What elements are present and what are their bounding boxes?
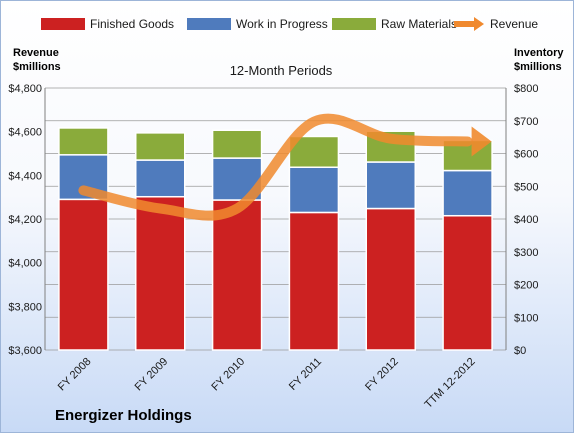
bar-finished-goods bbox=[135, 195, 186, 351]
left-axis-title-line1: Revenue bbox=[13, 47, 59, 59]
right-axis-title-line1: Inventory bbox=[514, 47, 564, 59]
right-tick-label: $800 bbox=[514, 83, 538, 95]
right-tick-label: $300 bbox=[514, 247, 538, 259]
right-tick-label: $600 bbox=[514, 149, 538, 161]
bar-work-in-progress bbox=[442, 169, 493, 217]
left-tick-label: $4,400 bbox=[8, 170, 42, 182]
right-axis-title-line2: $millions bbox=[514, 61, 562, 73]
left-axis-title-line2: $millions bbox=[13, 61, 61, 73]
right-tick-label: $700 bbox=[514, 116, 538, 128]
legend-swatch-work-in-progress bbox=[187, 18, 231, 30]
category-label: FY 2011 bbox=[287, 356, 324, 393]
right-tick-label: $400 bbox=[514, 214, 538, 226]
category-label: FY 2009 bbox=[133, 356, 171, 394]
legend-label-revenue: Revenue bbox=[490, 17, 538, 31]
category-label: FY 2012 bbox=[363, 356, 401, 394]
revenue-line bbox=[78, 113, 473, 221]
bar-work-in-progress bbox=[135, 159, 186, 198]
legend-label-work-in-progress: Work in Progress bbox=[236, 17, 328, 31]
bar-finished-goods bbox=[288, 211, 340, 351]
bar-finished-goods bbox=[211, 199, 263, 351]
right-tick-label: $500 bbox=[514, 181, 538, 193]
revenue-arrowhead bbox=[471, 126, 492, 157]
bar-finished-goods bbox=[58, 198, 109, 351]
legend-label-raw-materials: Raw Materials bbox=[381, 17, 457, 31]
legend-label-finished-goods: Finished Goods bbox=[90, 17, 174, 31]
bar-raw-materials bbox=[58, 127, 109, 156]
bar-raw-materials bbox=[135, 132, 186, 161]
category-label: FY 2008 bbox=[56, 356, 94, 394]
chart-subtitle: 12-Month Periods bbox=[230, 63, 333, 78]
legend: Finished Goods Work in Progress Raw Materi… bbox=[41, 17, 538, 31]
plot-area: $3,600 $3,800 $4,000 $4,200 $4,400 $4,600 $4,8… bbox=[8, 83, 538, 411]
legend-arrow-revenue bbox=[474, 17, 484, 31]
bar-work-in-progress bbox=[365, 161, 416, 210]
left-tick-label: $4,600 bbox=[8, 127, 42, 139]
left-tick-label: $3,600 bbox=[8, 345, 42, 357]
category-label: TTM 12-2012 bbox=[423, 356, 478, 411]
bar-raw-materials bbox=[211, 129, 263, 159]
bar-finished-goods bbox=[365, 207, 416, 351]
right-tick-label: $100 bbox=[514, 312, 538, 324]
category-label: FY 2010 bbox=[209, 356, 247, 394]
legend-swatch-raw-materials bbox=[332, 18, 376, 30]
bar-work-in-progress bbox=[288, 166, 340, 214]
right-tick-label: $0 bbox=[514, 345, 526, 357]
company-name: Energizer Holdings bbox=[55, 407, 192, 424]
bar-finished-goods bbox=[442, 214, 493, 351]
left-tick-label: $4,200 bbox=[8, 214, 42, 226]
left-tick-label: $4,000 bbox=[8, 258, 42, 270]
legend-swatch-finished-goods bbox=[41, 18, 85, 30]
left-tick-label: $3,800 bbox=[8, 301, 42, 313]
right-tick-label: $200 bbox=[514, 280, 538, 292]
left-tick-label: $4,800 bbox=[8, 83, 42, 95]
